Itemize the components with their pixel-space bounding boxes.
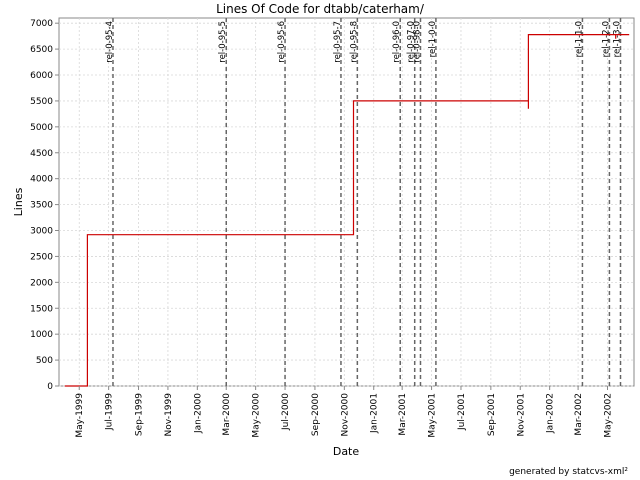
x-tick-label: May-2001: [428, 393, 438, 438]
x-tick-label: Jan-2000: [193, 393, 203, 434]
x-tick-label: Sep-2000: [311, 393, 321, 436]
y-tick-label: 5000: [30, 123, 53, 133]
x-tick-label: Jul-2001: [457, 393, 467, 431]
x-tick-label: Nov-1999: [164, 393, 174, 437]
release-markers: rel-0-95-4 rel-0-95-5 rel-0-95-6 rel-0-95-7…: [105, 18, 623, 386]
release-marker-label: rel-0-98-0: [412, 21, 422, 63]
release-marker-label: rel-0-95-6: [277, 21, 287, 63]
x-tick-label: Jan-2001: [370, 393, 380, 434]
y-tick-label: 2000: [30, 278, 53, 288]
release-marker-label: rel-0-95-8: [349, 21, 359, 63]
release-marker-label: rel-0-95-7: [333, 21, 343, 63]
release-marker-label: rel-0-95-5: [218, 21, 228, 63]
y-tick-label: 0: [47, 382, 53, 392]
x-tick-label: Nov-2000: [340, 393, 350, 437]
x-tick-label: May-2000: [252, 393, 262, 438]
x-tick-label: May-1999: [75, 393, 85, 438]
release-marker-label: rel-0-95-4: [105, 21, 115, 63]
x-tick-label: Jul-2000: [281, 393, 291, 431]
x-tick-label: Mar-2002: [574, 393, 584, 436]
release-marker-label: rel-1-3-0: [613, 21, 623, 57]
y-tick-label: 4500: [30, 149, 53, 159]
x-tick-label: Jan-2002: [546, 393, 556, 434]
lines-of-code-series: [64, 33, 630, 387]
release-marker-label: rel-1-0-0: [428, 21, 438, 57]
y-tick-label: 6500: [30, 45, 53, 55]
y-tick-label: 6000: [30, 71, 53, 81]
x-tick-label: Nov-2001: [516, 393, 526, 436]
y-tick-label: 3000: [30, 227, 53, 237]
plot-area: [58, 17, 635, 387]
y-tick-label: 4000: [30, 175, 53, 185]
x-tick-label: Sep-2001: [487, 393, 497, 436]
release-marker-label: rel-0-96-0: [392, 21, 402, 63]
x-tick-label: May-2002: [603, 393, 613, 438]
y-tick-label: 3500: [30, 201, 53, 211]
y-tick-label: 500: [36, 356, 53, 366]
y-tick-label: 2500: [30, 252, 53, 262]
x-tick-label: Mar-2000: [222, 393, 232, 436]
chart-title: Lines Of Code for dtabb/caterham/: [216, 2, 425, 16]
y-tick-label: 1500: [30, 304, 53, 314]
x-tick-label: Mar-2001: [398, 393, 408, 436]
y-tick-label: 7000: [30, 19, 53, 29]
release-marker-label: rel-1-2-0: [601, 21, 611, 57]
x-axis-ticks: May-1999 Jul-1999 Sep-1999 Nov-1999 Jan-2000…: [75, 386, 613, 438]
series-group: [64, 33, 630, 387]
release-marker-label: rel-0-97-0: [407, 21, 417, 63]
x-tick-label: Jul-1999: [105, 393, 115, 431]
x-tick-label: Sep-1999: [135, 393, 145, 436]
y-axis-ticks: 0 500 1000 1500 2000 2500 3000 3500 4000 4500 5000…: [30, 19, 59, 392]
y-axis-title: Lines: [12, 187, 25, 216]
y-tick-label: 1000: [30, 330, 53, 340]
y-tick-label: 5500: [30, 97, 53, 107]
generator-footer: generated by statcvs-xml²: [509, 467, 628, 477]
x-axis-title: Date: [333, 445, 360, 458]
release-marker-label: rel-1-1-0: [574, 21, 584, 57]
